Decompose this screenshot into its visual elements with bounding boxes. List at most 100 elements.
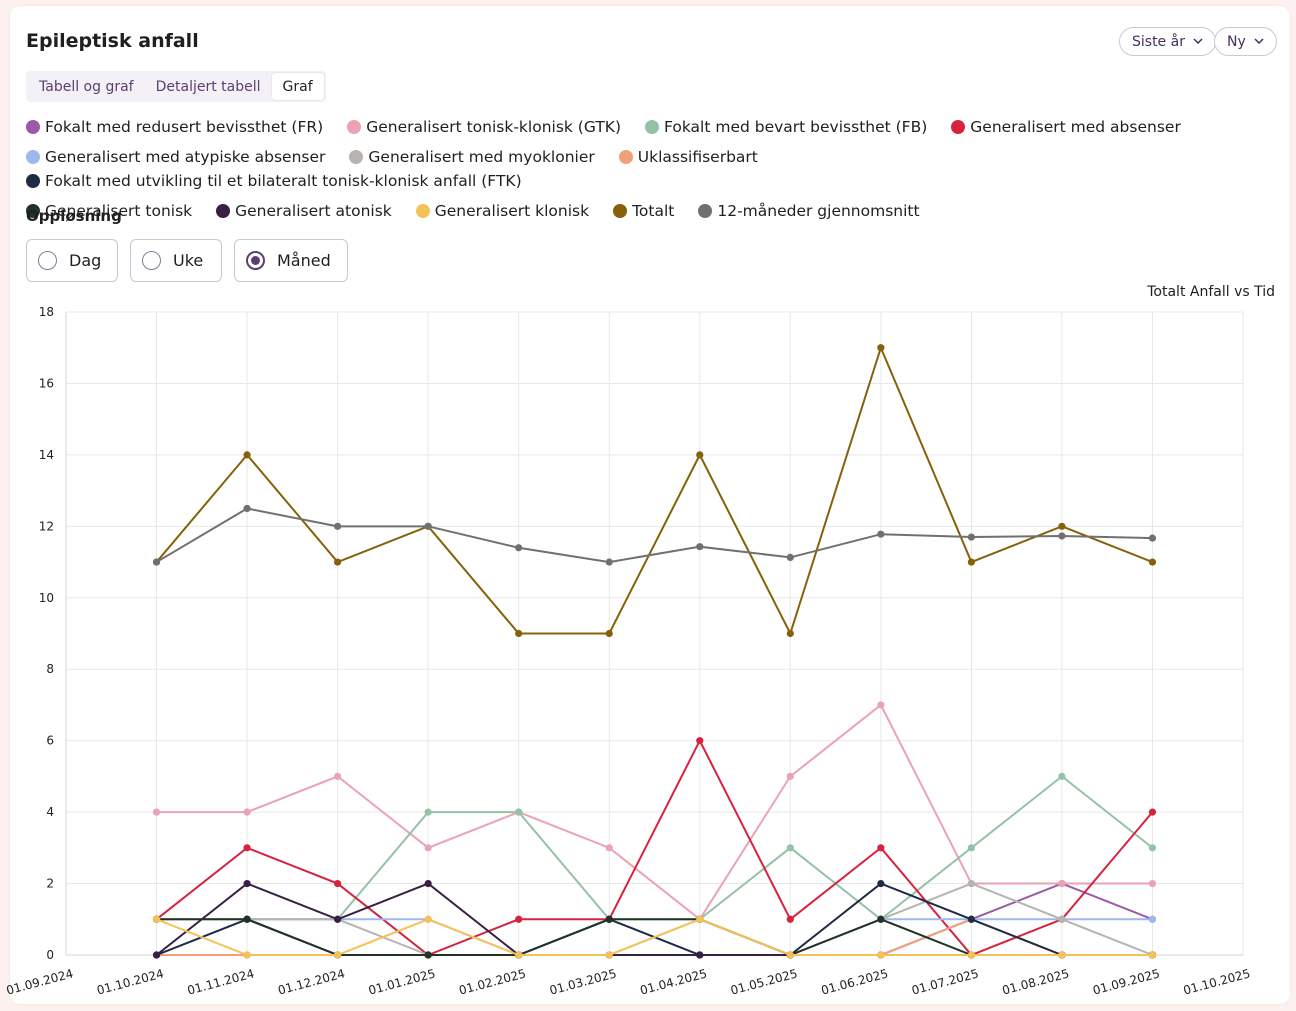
legend-swatch bbox=[216, 204, 231, 218]
data-point bbox=[605, 558, 613, 566]
y-tick-label: 16 bbox=[39, 376, 54, 390]
legend-item[interactable]: Generalisert tonisk bbox=[26, 202, 192, 220]
legend-item[interactable]: Generalisert med absenser bbox=[951, 118, 1181, 136]
page-title: Epileptisk anfall bbox=[26, 30, 199, 52]
new-dropdown[interactable]: Ny bbox=[1214, 27, 1277, 56]
legend-swatch bbox=[698, 204, 713, 218]
resolution-option-week[interactable]: Uke bbox=[130, 239, 222, 282]
resolution-label: Oppløsning bbox=[26, 207, 122, 225]
x-tick-label: 01.10.2025 bbox=[1182, 966, 1252, 997]
tab-detailed-table[interactable]: Detaljert tabell bbox=[155, 78, 261, 95]
data-point bbox=[877, 879, 885, 888]
data-point bbox=[877, 951, 885, 959]
data-point bbox=[243, 808, 251, 816]
x-tick-label: 01.12.2024 bbox=[276, 966, 346, 997]
legend-swatch bbox=[26, 174, 40, 188]
legend-label: Fokalt med redusert bevissthet (FR) bbox=[45, 118, 324, 136]
data-point bbox=[786, 772, 794, 780]
x-tick-label: 01.10.2024 bbox=[95, 966, 165, 997]
new-dropdown-label: Ny bbox=[1227, 33, 1246, 50]
legend-label: Generalisert med atypiske absenser bbox=[45, 148, 326, 166]
y-tick-label: 10 bbox=[39, 591, 54, 605]
data-point bbox=[1058, 951, 1066, 959]
data-point bbox=[967, 951, 975, 959]
legend-label: Generalisert med absenser bbox=[970, 118, 1181, 136]
legend-item[interactable]: Fokalt med bevart bevissthet (FB) bbox=[645, 118, 927, 136]
legend-label: Generalisert tonisk-klonisk (GTK) bbox=[366, 118, 621, 136]
legend-swatch bbox=[618, 150, 633, 164]
y-tick-label: 0 bbox=[46, 948, 54, 962]
series-line bbox=[156, 775, 1154, 921]
legend-label: Fokalt med bevart bevissthet (FB) bbox=[664, 118, 928, 136]
data-point bbox=[696, 951, 704, 959]
legend-item[interactable]: Generalisert med myoklonier bbox=[349, 148, 595, 166]
radio-circle-icon bbox=[38, 251, 57, 270]
data-point bbox=[334, 951, 342, 959]
series-line bbox=[155, 344, 1153, 637]
legend-item[interactable]: Generalisert med atypiske absenser bbox=[26, 148, 325, 166]
legend-swatch bbox=[415, 204, 430, 218]
series-line bbox=[156, 918, 1153, 956]
period-dropdown-label: Siste år bbox=[1132, 33, 1185, 50]
legend-item[interactable]: Fokalt med redusert bevissthet (FR) bbox=[26, 118, 323, 136]
y-tick-label: 4 bbox=[46, 805, 54, 819]
data-point bbox=[877, 344, 885, 352]
data-point bbox=[696, 543, 704, 551]
data-point bbox=[152, 951, 161, 959]
legend-swatch bbox=[347, 120, 362, 134]
legend-item[interactable]: Fokalt med utvikling til et bilateralt t… bbox=[26, 172, 522, 190]
y-tick-label: 18 bbox=[39, 305, 54, 319]
data-point bbox=[1058, 532, 1066, 540]
resolution-option-month[interactable]: Måned bbox=[234, 239, 348, 282]
legend-item[interactable]: Generalisert atonisk bbox=[216, 202, 392, 220]
data-point bbox=[334, 915, 342, 923]
data-point bbox=[1058, 522, 1066, 530]
data-point bbox=[243, 879, 251, 888]
legend-item[interactable]: Generalisert tonisk-klonisk (GTK) bbox=[347, 118, 621, 136]
legend-item[interactable]: 12-måneder gjennomsnitt bbox=[698, 202, 920, 220]
legend-label: Generalisert tonisk bbox=[45, 202, 193, 220]
data-point bbox=[515, 544, 523, 552]
legend-item[interactable]: Uklassifiserbart bbox=[618, 148, 758, 166]
data-point bbox=[1148, 879, 1157, 888]
legend-swatch bbox=[613, 204, 628, 218]
chart-title: Totalt Anfall vs Tid bbox=[1147, 284, 1275, 300]
resolution-option-day[interactable]: Dag bbox=[26, 239, 118, 282]
legend-item[interactable]: Totalt bbox=[613, 202, 674, 220]
data-point bbox=[877, 530, 885, 538]
legend-item[interactable]: Generalisert klonisk bbox=[415, 202, 590, 220]
data-point bbox=[967, 879, 975, 888]
data-point bbox=[1148, 915, 1157, 923]
data-point bbox=[424, 915, 432, 923]
tab-table-and-graph[interactable]: Tabell og graf bbox=[39, 78, 134, 95]
legend-label: Generalisert atonisk bbox=[235, 202, 392, 220]
data-point bbox=[786, 553, 794, 562]
data-point bbox=[424, 951, 432, 959]
data-point bbox=[152, 808, 161, 816]
x-tick-label: 01.05.2025 bbox=[729, 966, 799, 997]
data-point bbox=[967, 915, 975, 923]
data-point bbox=[424, 522, 432, 530]
x-tick-label: 01.06.2025 bbox=[820, 966, 890, 997]
legend-label: Fokalt med utvikling til et bilateralt t… bbox=[45, 172, 522, 190]
period-dropdown[interactable]: Siste år bbox=[1119, 27, 1216, 56]
data-point bbox=[243, 951, 251, 959]
legend-swatch bbox=[645, 120, 659, 134]
tab-graph[interactable]: Graf bbox=[271, 73, 324, 100]
resolution-option-label: Uke bbox=[173, 251, 204, 270]
legend-swatch bbox=[26, 150, 40, 164]
series-line bbox=[155, 738, 1154, 957]
data-point bbox=[334, 522, 342, 530]
data-point bbox=[786, 844, 794, 852]
legend-swatch bbox=[26, 120, 40, 134]
data-point bbox=[605, 915, 613, 923]
x-tick-label: 01.09.2025 bbox=[1091, 966, 1161, 997]
radio-selected-icon bbox=[246, 251, 265, 270]
legend-label: Generalisert klonisk bbox=[434, 202, 590, 220]
data-point bbox=[334, 558, 342, 566]
data-point bbox=[967, 844, 975, 852]
data-point bbox=[877, 701, 885, 709]
data-point bbox=[243, 844, 251, 852]
data-point bbox=[424, 879, 432, 888]
